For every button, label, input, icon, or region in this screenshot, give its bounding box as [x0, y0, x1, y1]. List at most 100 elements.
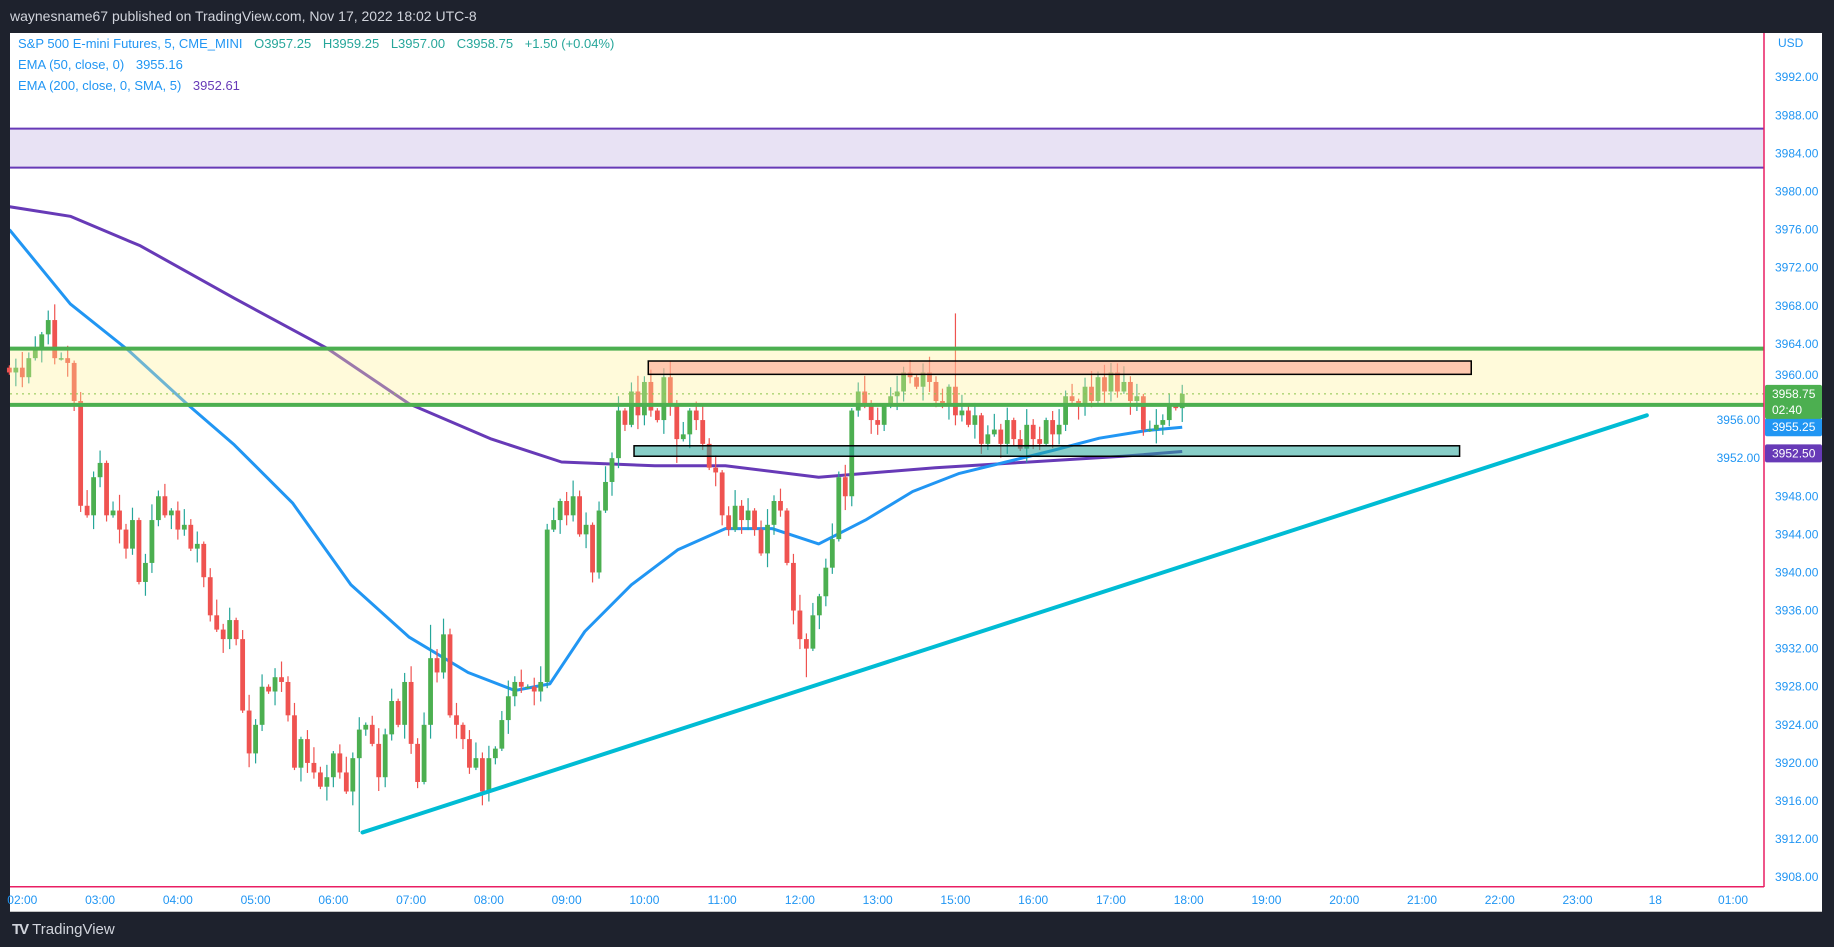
legend-symbol-row: S&P 500 E-mini Futures, 5, CME_MINI O395…	[18, 33, 622, 54]
ohlc-open: O3957.25	[254, 36, 312, 51]
price-tick-label: 3928.00	[1775, 680, 1819, 694]
legend-ema200-row[interactable]: EMA (200, close, 0, SMA, 5) 3952.61	[18, 75, 622, 96]
candle-up	[972, 415, 978, 425]
candle-down	[778, 501, 783, 511]
candle-down	[84, 505, 90, 516]
candle-down	[978, 415, 984, 444]
candle-up	[143, 562, 148, 582]
candle-down	[343, 772, 349, 792]
time-tick-label: 21:00	[1407, 893, 1437, 907]
candle-up	[680, 434, 686, 440]
candle-down	[175, 510, 181, 530]
candle-up	[836, 477, 842, 540]
candle-up	[421, 724, 427, 782]
candle-up	[32, 348, 38, 359]
price-tick-label: 3916.00	[1775, 794, 1819, 808]
candle-up	[324, 777, 330, 787]
candle-down	[933, 381, 939, 402]
last-price-tag-bg	[1765, 384, 1822, 419]
candle-down	[674, 405, 680, 440]
candle-up	[168, 510, 174, 516]
price-tick-label: 3988.00	[1775, 108, 1819, 122]
candle-down	[162, 496, 168, 516]
candle-down	[240, 639, 246, 711]
tradingview-logo-icon: TV	[12, 921, 29, 938]
candle-up	[382, 734, 388, 778]
candle-up	[901, 372, 906, 392]
time-tick-label: 02:00	[7, 893, 37, 907]
candle-down	[862, 391, 868, 406]
candle-down	[201, 543, 207, 578]
ohlc-close: C3958.75	[456, 36, 514, 51]
range-zone	[10, 348, 1764, 405]
candle-down	[337, 753, 343, 773]
candle-down	[622, 410, 628, 425]
candle-up	[298, 739, 304, 768]
candle-up	[946, 386, 952, 406]
time-tick-label: 06:00	[318, 893, 348, 907]
price-tick-label: 3956.00	[1717, 413, 1761, 427]
candle-up	[829, 539, 835, 568]
candle-down	[207, 577, 213, 616]
time-tick-label: 23:00	[1563, 893, 1593, 907]
publish-header: waynesname67 published on TradingView.co…	[0, 0, 1834, 33]
candle-up	[745, 510, 751, 521]
time-tick-label: 18:00	[1174, 893, 1204, 907]
candle-down	[311, 762, 317, 773]
candle-down	[667, 377, 673, 406]
candle-up	[661, 377, 667, 421]
candle-down	[648, 381, 654, 411]
symbol-title[interactable]: S&P 500 E-mini Futures, 5, CME_MINI	[18, 36, 243, 51]
candle-up	[58, 358, 64, 360]
candle-up	[538, 681, 544, 692]
price-tick-label: 3932.00	[1775, 642, 1819, 656]
price-tick-label: 3984.00	[1775, 146, 1819, 160]
candle-down	[78, 401, 84, 506]
price-tick-label: 3952.00	[1717, 451, 1761, 465]
candle-up	[1147, 429, 1153, 432]
candle-up	[525, 686, 531, 689]
candle-up	[130, 520, 135, 549]
candle-down	[104, 462, 109, 516]
candle-down	[19, 367, 25, 378]
candle-down	[1030, 424, 1036, 440]
price-tick-label: 3964.00	[1775, 337, 1819, 351]
candle-down	[460, 724, 466, 740]
candle-down	[868, 405, 874, 421]
candle-down	[136, 520, 142, 582]
ema200-price-tag-bg	[1765, 444, 1822, 463]
tradingview-logo[interactable]: TV TradingView	[12, 921, 115, 938]
resistance-zone-box	[10, 128, 1764, 168]
time-tick-label: 20:00	[1329, 893, 1359, 907]
candle-up	[771, 501, 777, 525]
footer: TV TradingView	[0, 912, 1834, 947]
candle-up	[609, 458, 615, 482]
time-tick-label: 13:00	[863, 893, 893, 907]
candle-up	[1134, 396, 1140, 402]
candle-up	[1063, 396, 1068, 425]
candle-down	[998, 429, 1004, 444]
candle-down	[220, 629, 226, 640]
candle-up	[1004, 420, 1010, 444]
candle-up	[1160, 420, 1166, 425]
time-tick-label: 12:00	[785, 893, 815, 907]
candle-up	[350, 758, 356, 792]
candle-up	[765, 524, 770, 554]
candle-down	[927, 372, 932, 382]
candle-up	[97, 462, 103, 478]
candle-up	[985, 434, 991, 444]
candle-up	[894, 391, 900, 397]
candle-up	[1121, 381, 1127, 392]
candle-down	[233, 620, 239, 640]
legend-ema50-row[interactable]: EMA (50, close, 0) 3955.16	[18, 54, 622, 75]
publish-info: waynesname67 published on TradingView.co…	[10, 8, 477, 24]
time-tick-label: 19:00	[1251, 893, 1281, 907]
price-tick-label: 3980.00	[1775, 184, 1819, 198]
candle-down	[693, 410, 699, 421]
candle-up	[1082, 386, 1088, 406]
candle-down	[305, 739, 310, 763]
price-tick-label: 3924.00	[1775, 718, 1819, 732]
candle-up	[855, 391, 861, 411]
candle-down	[214, 615, 220, 630]
